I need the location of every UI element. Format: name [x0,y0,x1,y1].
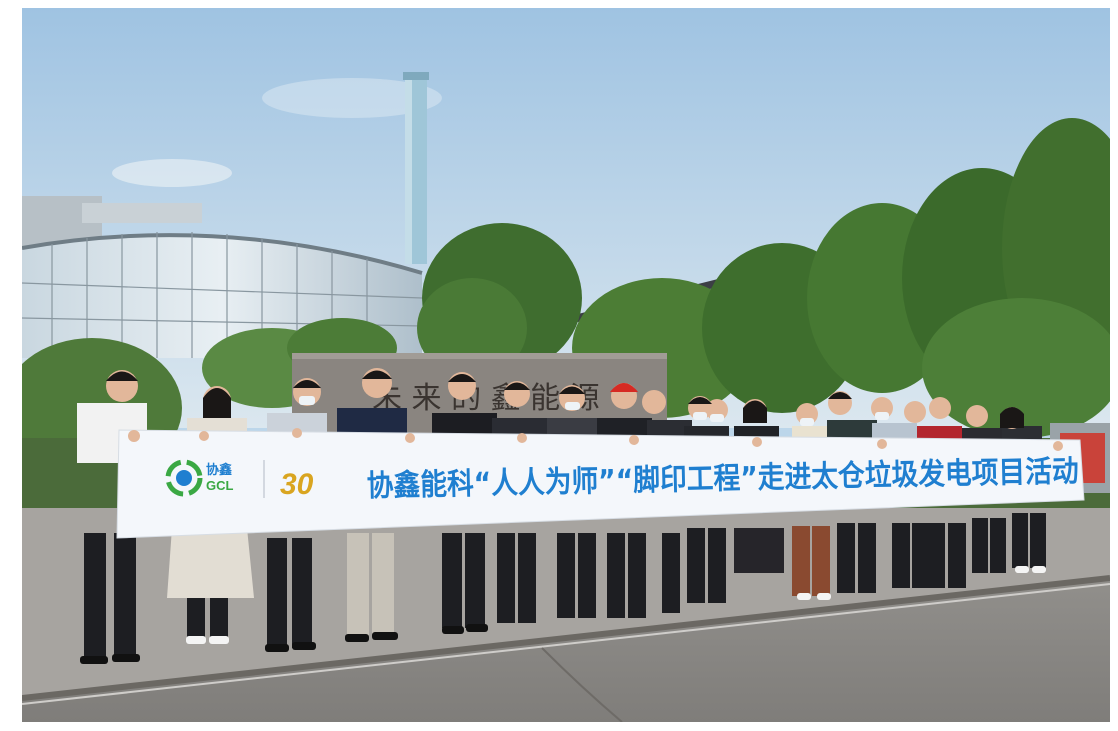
red-hard-hat [610,383,638,392]
photo-scene: 未 来 的 鑫 能 源 [22,8,1110,722]
banner: 协鑫 GCL 30 协鑫能科“人人为师”“脚印工程”走进太仓垃圾发电项目活动 [116,428,1085,539]
curb [22,575,1110,701]
anniversary-30-mark: 30 [280,468,314,501]
gcl-logo: 协鑫 GCL [165,459,234,497]
logo-en-text: GCL [206,478,234,493]
chimney [403,72,429,264]
group-photo: 未 来 的 鑫 能 源 [22,8,1110,722]
logo-cn-text: 协鑫 [206,462,232,477]
